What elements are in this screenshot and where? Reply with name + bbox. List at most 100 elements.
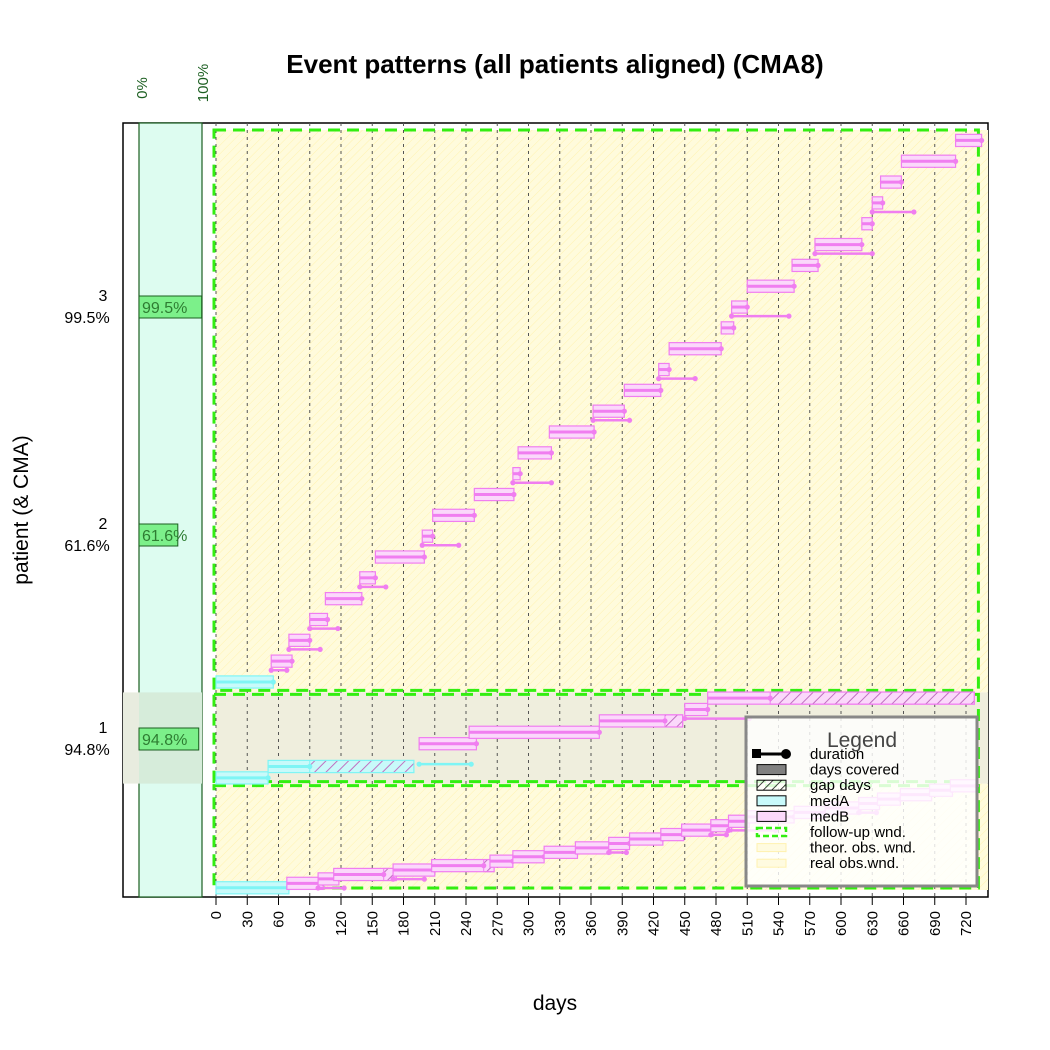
event-1-12	[628, 832, 666, 846]
legend-label-duration: duration	[810, 746, 864, 763]
patient-id-2: 2	[99, 516, 108, 533]
x-tick-label-570: 570	[802, 911, 819, 936]
x-tick-label-30: 30	[239, 911, 256, 928]
event-3-4	[307, 612, 341, 632]
event-extra-start	[286, 646, 292, 653]
x-tick-label-240: 240	[458, 911, 475, 936]
event-duration-end	[511, 491, 517, 498]
event-duration-end	[898, 179, 905, 185]
patient-cma-2: 61.6%	[64, 538, 109, 555]
x-tick-label-720: 720	[958, 911, 975, 936]
event-duration-end	[666, 366, 672, 373]
followup-window-patient-1	[212, 784, 980, 890]
followup-window-patient-3	[212, 128, 980, 692]
event-duration-end	[265, 775, 271, 781]
event-1-1	[215, 881, 292, 895]
cma-value-patient-2: 61.6%	[142, 528, 187, 545]
legend-real-rect	[756, 858, 787, 868]
event-duration-end	[731, 325, 737, 331]
event-extra-end	[317, 646, 323, 653]
x-tick-label-180: 180	[396, 911, 413, 936]
patient-id-1: 1	[99, 720, 108, 737]
event-extra-end	[284, 667, 290, 673]
event-extra-start	[725, 827, 732, 833]
legend-symbol-medA	[756, 795, 787, 807]
event-extra-end	[869, 251, 875, 257]
cma-bar-patient-2	[138, 523, 179, 547]
x-tick-label-120: 120	[333, 911, 350, 936]
event-1-10	[574, 841, 614, 855]
event-3-2	[268, 654, 295, 673]
event-3-24	[869, 196, 917, 215]
event-3-6	[357, 571, 389, 590]
event-duration-end	[270, 679, 276, 685]
patient-cma-3: 99.5%	[64, 310, 109, 327]
x-tick-label-210: 210	[427, 911, 444, 936]
event-3-8	[419, 529, 462, 548]
event-3-20	[746, 279, 797, 293]
x-tick-label-600: 600	[833, 911, 850, 936]
event-3-5	[324, 591, 365, 606]
x-tick-label-690: 690	[927, 911, 944, 936]
event-1-11	[606, 836, 633, 856]
legend-label-medB: medB	[810, 808, 849, 825]
event-extra-start	[606, 849, 612, 856]
legend-symbol-medB	[756, 810, 787, 822]
y-axis-label: patient (& CMA)	[10, 435, 33, 584]
legend-symbol-real	[756, 858, 787, 868]
event-duration-end	[381, 871, 387, 878]
cma-bar-patient-3	[138, 295, 203, 319]
event-3-27	[954, 133, 985, 148]
x-tick-label-60: 60	[271, 911, 288, 928]
event-2-6	[598, 714, 684, 728]
event-3-10	[473, 487, 517, 502]
event-extra-end	[626, 417, 633, 423]
event-duration-end	[591, 429, 597, 435]
event-2-1	[215, 771, 271, 785]
event-extra-start	[656, 376, 662, 382]
x-tick-label-510: 510	[739, 911, 756, 936]
legend-label-medA: medA	[810, 793, 849, 810]
event-duration-end	[880, 200, 886, 206]
x-tick-label-630: 630	[864, 911, 881, 936]
event-duration-end	[481, 863, 487, 869]
event-2-2	[267, 759, 415, 774]
event-duration-end	[705, 706, 711, 713]
event-extra-end	[335, 625, 341, 632]
event-3-11	[510, 467, 555, 486]
event-duration-end	[791, 283, 797, 289]
event-3-17	[668, 342, 724, 356]
event-duration-end	[517, 471, 523, 477]
event-3-16	[656, 362, 698, 382]
event-3-1	[215, 675, 276, 689]
event-duration-end	[859, 241, 865, 248]
event-extra-end	[623, 849, 630, 856]
event-3-26	[900, 154, 959, 168]
event-2-3	[416, 761, 474, 767]
legend-gap-rect	[756, 779, 787, 791]
event-extra-start	[307, 625, 313, 632]
event-extra-end	[692, 376, 698, 382]
legend-label-theor: theor. obs. wnd.	[810, 840, 916, 857]
x-tick-label-270: 270	[489, 911, 506, 936]
event-extra-end	[421, 876, 427, 882]
patient-cma-1: 94.8%	[64, 742, 109, 759]
patient-id-3: 3	[99, 288, 108, 305]
cma-value-patient-1: 94.8%	[142, 732, 187, 749]
legend-label-covered: days covered	[810, 762, 899, 779]
event-3-23	[861, 217, 875, 231]
legend-label-real: real obs.wnd.	[810, 855, 899, 872]
event-duration-end	[307, 637, 313, 643]
event-duration-end	[372, 575, 378, 581]
x-tick-label-420: 420	[646, 911, 663, 936]
event-extra-end	[456, 542, 462, 548]
event-extra-end	[548, 480, 555, 486]
event-1-4	[333, 867, 397, 882]
legend-symbol-followup	[755, 826, 788, 838]
event-duration-end	[307, 763, 313, 770]
event-1-7	[489, 854, 516, 868]
event-3-19	[729, 300, 792, 319]
legend-symbol-duration	[752, 749, 791, 759]
